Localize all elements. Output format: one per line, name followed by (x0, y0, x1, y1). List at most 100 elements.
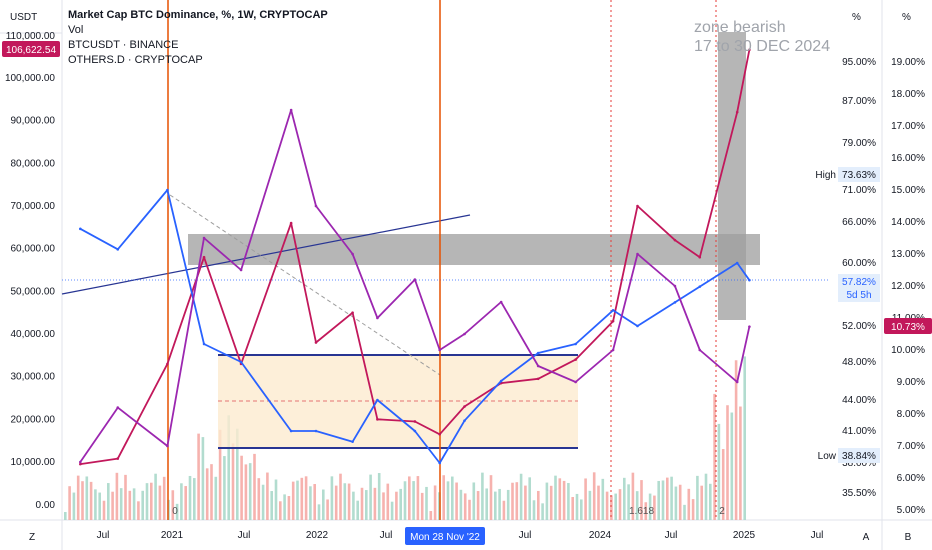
series-point-1 (314, 429, 318, 433)
series-point-2 (289, 108, 293, 112)
series-point-2 (636, 252, 639, 256)
volume-bar (567, 483, 570, 520)
volume-bar (339, 473, 342, 520)
middle-axis-tick: 44.00% (842, 395, 876, 406)
volume-bars (64, 356, 746, 520)
volume-bar (571, 497, 574, 520)
series-point-1 (289, 429, 293, 433)
middle-axis-tick: 95.00% (842, 57, 876, 68)
volume-bar (691, 499, 695, 520)
series-point-0 (463, 405, 466, 408)
volume-bar (223, 456, 226, 520)
volume-bar (102, 500, 106, 520)
volume-bar (240, 455, 243, 520)
time-axis-label: Jul (519, 530, 532, 541)
series-point-2 (116, 406, 120, 409)
volume-bar (291, 481, 295, 520)
volume-bar (601, 478, 605, 520)
volume-bar (623, 477, 626, 520)
volume-bar (296, 480, 299, 520)
volume-bar (433, 485, 437, 520)
volume-bar (373, 487, 377, 520)
left-price-tick: 100,000.00 (5, 73, 55, 84)
left-price-tick: 80,000.00 (11, 158, 56, 169)
marker-label-fib: 1.618 (629, 506, 654, 517)
volume-bar (614, 493, 617, 520)
volume-bar (205, 468, 209, 520)
volume-bar (137, 501, 140, 520)
volume-bar (76, 475, 80, 520)
volume-bar (231, 443, 235, 520)
volume-bar (721, 449, 725, 520)
series-point-1 (413, 429, 417, 433)
timezone-button[interactable]: Z (29, 532, 35, 543)
volume-bar (412, 481, 415, 520)
volume-bar (85, 476, 89, 520)
series-point-2 (574, 380, 577, 384)
series-point-0 (116, 457, 120, 460)
high-tag-bg (838, 167, 880, 182)
volume-bar (670, 476, 673, 520)
low-label: Low (818, 451, 837, 462)
legend-volume[interactable]: Vol (68, 24, 84, 36)
series-point-0 (79, 462, 82, 466)
ascending-trendline (61, 214, 471, 295)
volume-bar (132, 488, 136, 520)
volume-bar (68, 486, 71, 520)
volume-bar (429, 511, 433, 520)
volume-bar (347, 483, 351, 520)
volume-bar (119, 488, 123, 520)
volume-bar (696, 475, 699, 520)
volume-bar (597, 485, 600, 520)
volume-bar (261, 484, 265, 520)
middle-axis-tick: 38.00% (842, 458, 876, 469)
volume-bar (683, 504, 686, 520)
volume-bar (648, 493, 652, 520)
right-axis-tick: 18.00% (891, 89, 925, 100)
volume-bar (700, 485, 703, 520)
volume-bar (154, 473, 157, 520)
btc-price-tag: 106,622.54 (6, 45, 56, 56)
volume-bar (360, 487, 364, 520)
volume-bar (713, 393, 716, 520)
legend-btcusdt[interactable]: BTCUSDT · BINANCE (68, 39, 179, 51)
volume-bar (304, 476, 308, 520)
bearish-zone-box (718, 32, 746, 320)
volume-bar (300, 477, 304, 520)
series-point-0 (376, 418, 379, 421)
volume-bar (124, 474, 127, 520)
currency-label: USDT (10, 12, 37, 23)
auto-scale-button-b[interactable]: B (905, 532, 912, 543)
volume-bar (253, 453, 256, 520)
volume-bar (545, 482, 549, 520)
descending-dashed-trendline (169, 194, 441, 376)
volume-bar (562, 480, 566, 520)
volume-bar (644, 502, 648, 520)
volume-bar (485, 488, 488, 520)
series-point-0 (748, 48, 751, 52)
series-point-0 (413, 420, 417, 423)
legend-others[interactable]: OTHERS.D · CRYPTOCAP (68, 54, 203, 66)
series-point-0 (351, 311, 354, 314)
volume-bar (197, 433, 200, 520)
legend-dominance-title[interactable]: Market Cap BTC Dominance, %, 1W, CRYPTOC… (68, 9, 328, 21)
marker-label-two: 2 (719, 506, 725, 517)
middle-axis-tick: 35.50% (842, 488, 876, 499)
volume-bar (481, 472, 484, 520)
series-point-2 (673, 284, 677, 288)
series-point-0 (202, 255, 206, 259)
volume-bar (687, 488, 691, 520)
volume-bar (334, 485, 338, 520)
volume-bar (588, 490, 592, 520)
volume-bar (515, 482, 519, 520)
left-price-tick: 110,000.00 (6, 31, 56, 42)
series-point-0 (438, 432, 441, 436)
note-line-1: zone bearish (694, 19, 786, 36)
auto-scale-button-a[interactable]: A (863, 532, 870, 543)
time-axis-label: Jul (380, 530, 393, 541)
volume-bar (266, 472, 269, 520)
time-axis-label: Jul (811, 530, 824, 541)
right-axis-tick: 9.00% (897, 377, 925, 388)
